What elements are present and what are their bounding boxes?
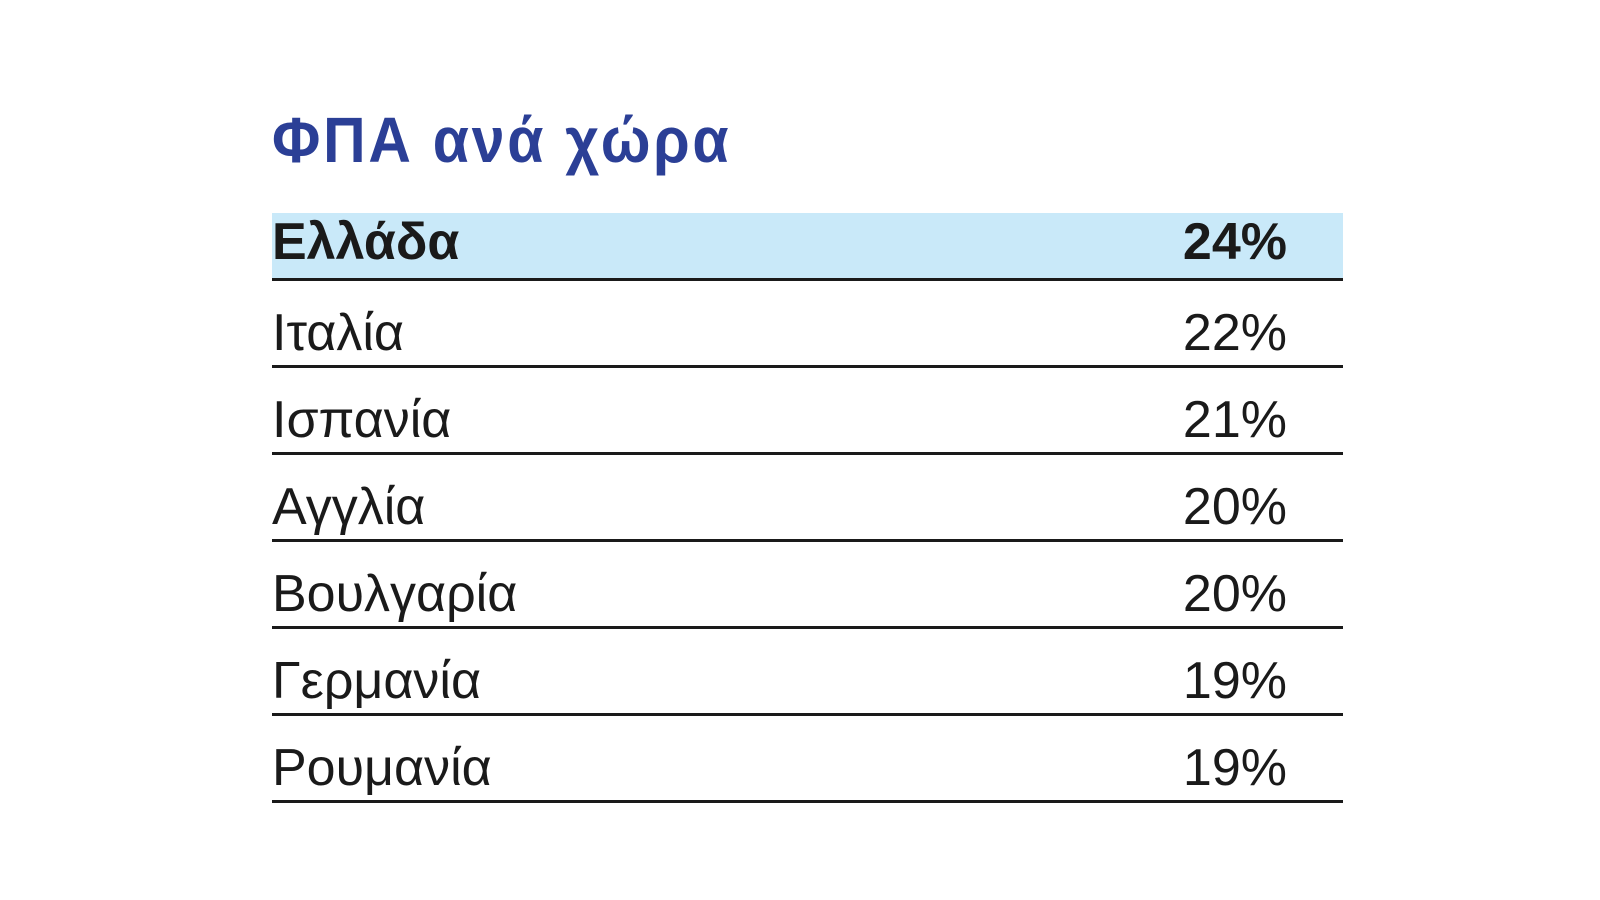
table-row: Ελλάδα 24%: [272, 213, 1343, 281]
table-row: Γερμανία 19%: [272, 629, 1343, 716]
country-cell: Ισπανία: [272, 391, 452, 449]
table-row: Ρουμανία 19%: [272, 716, 1343, 803]
table-row: Ισπανία 21%: [272, 368, 1343, 455]
table-row: Βουλγαρία 20%: [272, 542, 1343, 629]
country-cell: Ρουμανία: [272, 739, 492, 797]
rate-cell: 19%: [1182, 739, 1287, 797]
country-cell: Αγγλία: [272, 478, 426, 536]
vat-table: Ελλάδα 24% Ιταλία 22% Ισπανία 21% Αγγλία 20% Βου…: [272, 213, 1343, 803]
rate-cell: 22%: [1182, 304, 1287, 362]
country-cell: Βουλγαρία: [272, 565, 518, 623]
table-row: Ιταλία 22%: [272, 281, 1343, 368]
rate-cell: 20%: [1182, 478, 1287, 536]
country-cell: Ελλάδα: [272, 213, 460, 271]
rate-cell: 24%: [1182, 213, 1287, 271]
country-cell: Ιταλία: [272, 304, 404, 362]
country-cell: Γερμανία: [272, 652, 482, 710]
rate-cell: 21%: [1182, 391, 1287, 449]
rate-cell: 19%: [1182, 652, 1287, 710]
table-title: ΦΠΑ ανά χώρα: [272, 104, 732, 176]
table-row: Αγγλία 20%: [272, 455, 1343, 542]
rate-cell: 20%: [1182, 565, 1287, 623]
